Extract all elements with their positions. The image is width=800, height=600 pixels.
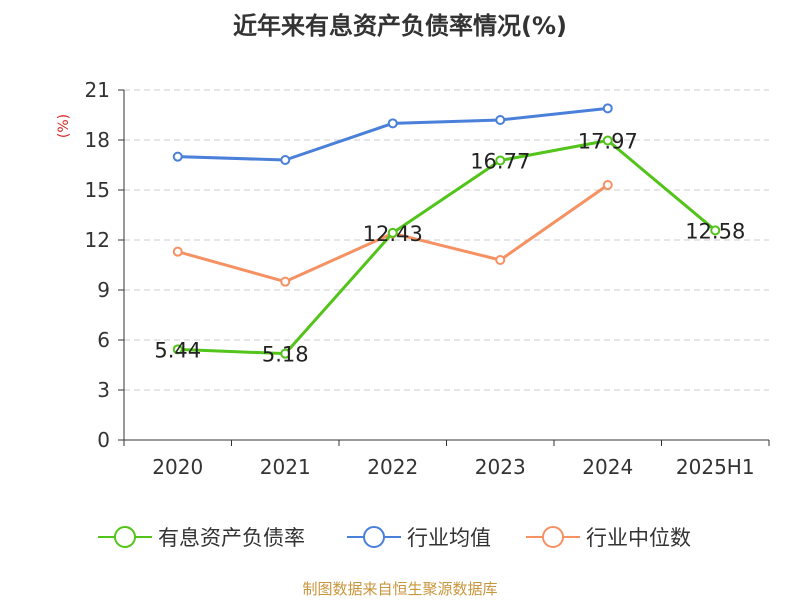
x-tick-label: 2023	[475, 455, 526, 479]
y-tick-label: 6	[97, 328, 110, 352]
legend-label: 行业均值	[407, 526, 491, 550]
data-point	[602, 135, 613, 146]
legend-label: 有息资产负债率	[158, 526, 305, 550]
data-point	[280, 276, 291, 287]
x-tick-label: 2021	[260, 455, 311, 479]
y-tick-label: 21	[85, 78, 110, 102]
data-point	[710, 225, 721, 236]
data-label: 12.58	[685, 219, 745, 243]
data-point	[387, 118, 398, 129]
data-point	[387, 227, 398, 238]
data-label: 16.77	[470, 150, 530, 174]
legend-marker-icon	[526, 522, 580, 552]
data-point	[172, 246, 183, 257]
chart-title: 近年来有息资产负债率情况(%)	[233, 12, 567, 40]
data-point	[280, 155, 291, 165]
x-tick-label: 2020	[152, 455, 203, 479]
legend-item-series-1[interactable]: 行业均值	[347, 522, 491, 552]
data-point	[280, 348, 291, 359]
legend-marker-icon	[98, 522, 152, 552]
data-point	[495, 155, 506, 166]
data-label: 17.97	[578, 130, 638, 154]
y-tick-label: 18	[85, 128, 110, 152]
data-point	[602, 180, 613, 190]
legend-label: 行业中位数	[586, 526, 691, 550]
data-labels: 5.44 5.18 12.43 16.77 17.97 12.58	[154, 130, 745, 367]
series-layer	[172, 103, 721, 359]
data-point	[495, 255, 506, 265]
y-tick-label: 9	[97, 278, 110, 302]
x-tick-label: 2022	[367, 455, 418, 479]
data-point	[495, 115, 506, 125]
data-point	[172, 344, 183, 355]
y-tick-label: 0	[97, 428, 110, 452]
y-tick-label: 12	[85, 228, 110, 252]
data-label: 5.44	[154, 338, 201, 362]
grid-lines	[124, 89, 769, 391]
series-line-0	[177, 139, 717, 356]
data-point	[602, 103, 613, 114]
y-tick-label: 3	[97, 378, 110, 402]
x-tick-label: 2025H1	[676, 455, 755, 479]
axes: 0 3 6 9 12 15 18 21 2020 2021 2022 2023 2024 2025H1	[85, 78, 770, 479]
legend-item-series-0[interactable]: 有息资产负债率	[98, 522, 305, 552]
legend-item-series-2[interactable]: 行业中位数	[526, 522, 691, 552]
legend-marker-icon	[347, 522, 401, 552]
data-label: 12.43	[363, 222, 423, 246]
y-axis-label: (%)	[56, 114, 72, 138]
data-point	[172, 151, 183, 162]
y-tick-label: 15	[85, 178, 110, 202]
source-note: 制图数据来自恒生聚源数据库	[302, 580, 498, 598]
x-tick-label: 2024	[582, 455, 633, 479]
data-label: 5.18	[262, 343, 309, 367]
